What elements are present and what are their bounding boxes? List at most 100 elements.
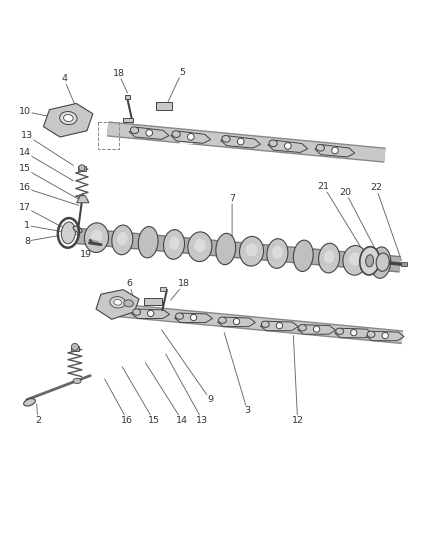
Ellipse shape <box>112 225 133 255</box>
Text: 7: 7 <box>229 194 235 203</box>
Text: 6: 6 <box>127 279 132 288</box>
Ellipse shape <box>172 131 180 138</box>
Ellipse shape <box>73 226 82 233</box>
Ellipse shape <box>114 300 122 305</box>
Ellipse shape <box>349 252 361 266</box>
Ellipse shape <box>61 222 75 244</box>
Circle shape <box>237 138 244 145</box>
Circle shape <box>285 143 291 149</box>
FancyBboxPatch shape <box>71 345 79 351</box>
Ellipse shape <box>222 135 230 142</box>
Text: 14: 14 <box>176 416 188 425</box>
Text: 13: 13 <box>196 416 208 425</box>
FancyBboxPatch shape <box>401 262 407 266</box>
Polygon shape <box>77 196 89 203</box>
Polygon shape <box>175 313 212 322</box>
Circle shape <box>233 318 240 325</box>
Polygon shape <box>335 328 373 338</box>
Text: 18: 18 <box>178 279 190 288</box>
Text: 16: 16 <box>19 183 31 192</box>
Ellipse shape <box>124 300 133 307</box>
Text: 22: 22 <box>370 183 382 192</box>
Ellipse shape <box>367 331 375 337</box>
Ellipse shape <box>110 296 126 308</box>
Ellipse shape <box>324 250 335 263</box>
Ellipse shape <box>73 378 81 384</box>
Text: 1: 1 <box>24 221 30 230</box>
FancyBboxPatch shape <box>125 95 131 99</box>
Ellipse shape <box>85 223 109 253</box>
Ellipse shape <box>64 115 73 122</box>
Ellipse shape <box>91 230 102 243</box>
Circle shape <box>79 165 85 171</box>
Polygon shape <box>218 317 255 327</box>
Ellipse shape <box>376 253 389 271</box>
Ellipse shape <box>138 227 158 258</box>
Text: 2: 2 <box>35 416 41 425</box>
Polygon shape <box>221 136 261 148</box>
Polygon shape <box>129 127 169 139</box>
Polygon shape <box>261 321 298 330</box>
Polygon shape <box>96 289 139 319</box>
Ellipse shape <box>316 144 325 151</box>
Text: 21: 21 <box>318 182 330 191</box>
Text: 13: 13 <box>21 131 33 140</box>
Ellipse shape <box>371 247 391 278</box>
Text: 10: 10 <box>19 107 31 116</box>
Ellipse shape <box>60 111 77 125</box>
Text: 9: 9 <box>207 395 213 404</box>
Text: 15: 15 <box>19 164 31 173</box>
Circle shape <box>350 329 357 336</box>
Circle shape <box>148 310 154 317</box>
Circle shape <box>332 147 338 154</box>
Circle shape <box>382 333 389 339</box>
Text: 20: 20 <box>339 188 352 197</box>
Text: 4: 4 <box>61 74 67 83</box>
Ellipse shape <box>133 309 141 315</box>
Ellipse shape <box>267 239 288 268</box>
Ellipse shape <box>169 237 180 250</box>
Polygon shape <box>315 145 355 157</box>
Circle shape <box>276 322 283 329</box>
Text: 15: 15 <box>148 416 159 425</box>
FancyBboxPatch shape <box>78 166 86 171</box>
Text: 3: 3 <box>244 406 251 415</box>
Ellipse shape <box>24 399 35 406</box>
Polygon shape <box>268 140 307 152</box>
Text: 14: 14 <box>19 148 31 157</box>
FancyBboxPatch shape <box>123 118 133 123</box>
Ellipse shape <box>336 328 343 334</box>
Text: 18: 18 <box>113 69 124 78</box>
Polygon shape <box>297 325 336 334</box>
Text: 16: 16 <box>121 416 133 425</box>
Ellipse shape <box>318 243 339 273</box>
Text: 8: 8 <box>24 237 30 246</box>
Polygon shape <box>132 309 170 319</box>
Text: 5: 5 <box>179 68 185 77</box>
Circle shape <box>71 343 78 350</box>
Circle shape <box>187 133 194 140</box>
Ellipse shape <box>216 233 236 265</box>
Ellipse shape <box>293 240 313 271</box>
Ellipse shape <box>240 237 264 266</box>
Circle shape <box>146 130 152 136</box>
FancyBboxPatch shape <box>144 298 162 305</box>
Ellipse shape <box>176 313 184 319</box>
Ellipse shape <box>272 246 283 259</box>
Ellipse shape <box>299 325 307 331</box>
Text: 17: 17 <box>19 203 31 212</box>
Ellipse shape <box>163 230 184 259</box>
Circle shape <box>314 326 320 332</box>
Ellipse shape <box>366 255 374 267</box>
Polygon shape <box>366 332 404 341</box>
Ellipse shape <box>194 239 206 252</box>
Ellipse shape <box>117 232 128 245</box>
Polygon shape <box>171 131 211 143</box>
Ellipse shape <box>360 247 379 275</box>
Circle shape <box>191 314 197 321</box>
Text: 11: 11 <box>180 134 192 143</box>
Ellipse shape <box>246 243 258 256</box>
Ellipse shape <box>261 321 269 327</box>
FancyBboxPatch shape <box>160 287 166 291</box>
Text: 19: 19 <box>80 250 92 259</box>
